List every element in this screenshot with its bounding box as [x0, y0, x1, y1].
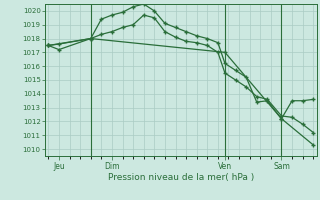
X-axis label: Pression niveau de la mer( hPa ): Pression niveau de la mer( hPa ): [108, 173, 254, 182]
